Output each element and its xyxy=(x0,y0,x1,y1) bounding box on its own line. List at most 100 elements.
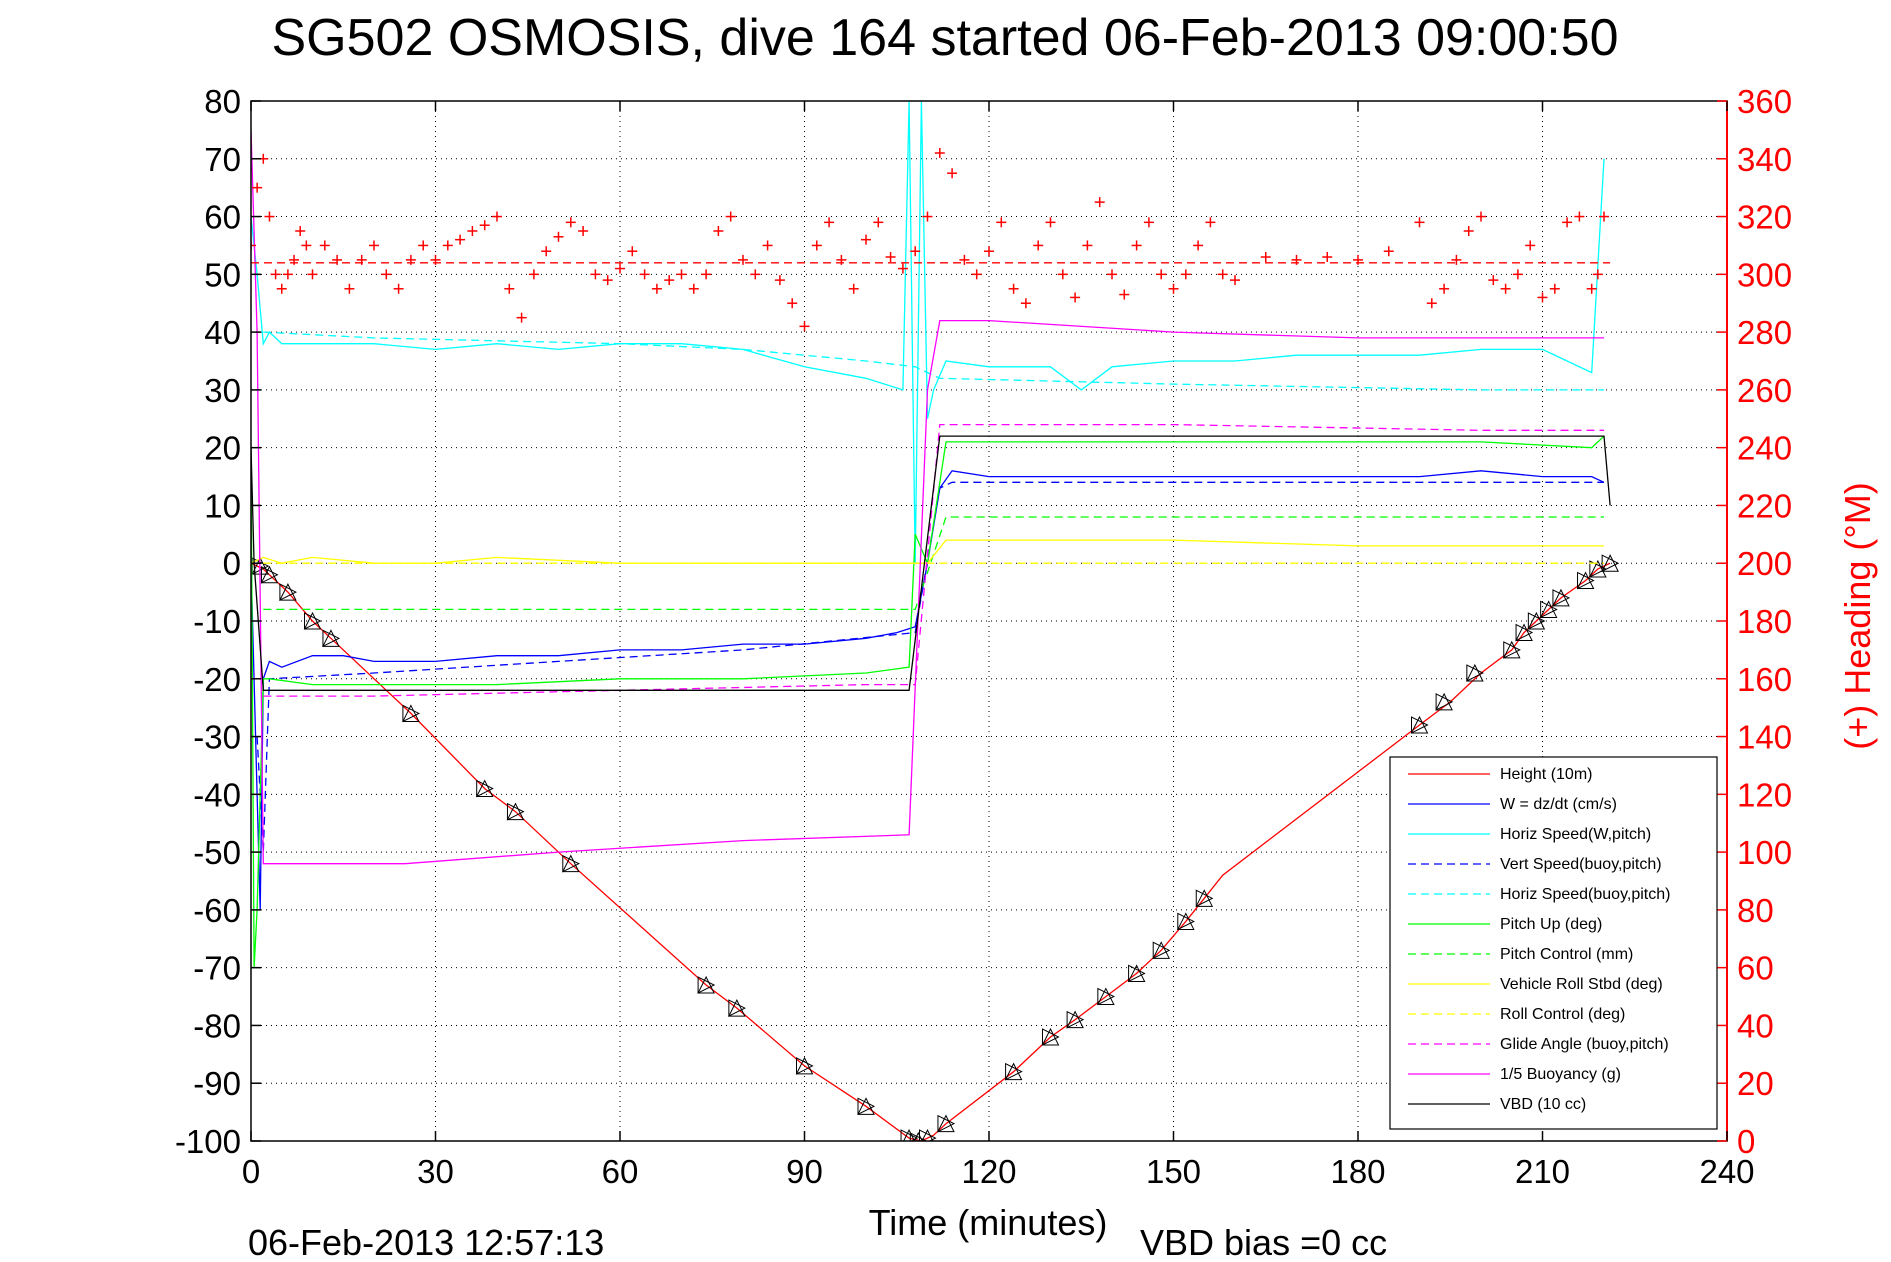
heading-point xyxy=(344,283,355,294)
heading-point xyxy=(590,269,601,280)
heading-point xyxy=(1033,240,1044,251)
heading-point xyxy=(1592,269,1603,280)
y2-tick-label: 120 xyxy=(1737,776,1792,813)
y-tick-label: -60 xyxy=(193,892,241,929)
heading-point xyxy=(1205,217,1216,228)
dive-marker xyxy=(1041,1027,1060,1046)
legend-label: Vert Speed(buoy,pitch) xyxy=(1500,856,1662,873)
heading-point xyxy=(1488,275,1499,286)
heading-point xyxy=(738,254,748,265)
heading-point xyxy=(251,240,256,251)
legend-label: Vehicle Roll Stbd (deg) xyxy=(1500,976,1663,993)
heading-point xyxy=(1537,292,1548,303)
series-line-horiz-speed-buoy-pitch xyxy=(263,331,1604,391)
legend-label: W = dz/dt (cm/s) xyxy=(1500,796,1617,813)
heading-point xyxy=(492,211,502,222)
dive-marker xyxy=(1066,1010,1085,1029)
heading-point xyxy=(516,312,527,323)
heading-point xyxy=(725,211,736,222)
y-tick-label: 60 xyxy=(204,199,241,236)
legend-label: Horiz Speed(W,pitch) xyxy=(1500,826,1651,843)
heading-point xyxy=(934,148,945,158)
heading-point xyxy=(774,275,785,286)
legend-label: Pitch Control (mm) xyxy=(1500,946,1633,963)
heading-point xyxy=(528,269,539,280)
dive-marker xyxy=(1502,640,1521,659)
heading-point xyxy=(688,283,699,294)
heading-point xyxy=(295,226,306,236)
heading-point xyxy=(418,240,429,251)
heading-point xyxy=(301,240,312,251)
dive-marker xyxy=(1539,600,1558,619)
y-tick-label: -80 xyxy=(193,1007,241,1044)
y-tick-label: -90 xyxy=(193,1065,241,1102)
y-tick-label: 50 xyxy=(204,256,241,293)
heading-point xyxy=(971,269,982,280)
series-line-vert-speed-buoy-pitch xyxy=(256,481,1604,853)
dive-marker xyxy=(1152,941,1171,960)
heading-point xyxy=(504,283,515,294)
heading-point xyxy=(639,269,650,280)
dive-marker xyxy=(1466,663,1484,682)
heading-point xyxy=(252,182,263,193)
heading-point xyxy=(959,254,970,265)
heading-point xyxy=(276,283,287,294)
heading-point xyxy=(1463,226,1474,236)
y2-tick-label: 80 xyxy=(1737,892,1774,929)
heading-point xyxy=(1599,211,1609,222)
heading-point xyxy=(762,240,773,251)
dive-marker xyxy=(1410,715,1429,734)
legend-label: Roll Control (deg) xyxy=(1500,1006,1625,1023)
dive-marker xyxy=(1515,623,1534,642)
heading-point xyxy=(1008,283,1019,294)
dive-marker xyxy=(919,1128,937,1141)
heading-point xyxy=(307,269,318,280)
x-tick-label: 240 xyxy=(1699,1153,1754,1190)
heading-point xyxy=(1082,240,1093,251)
heading-point xyxy=(996,217,1007,228)
dive-marker xyxy=(909,1131,928,1141)
dive-marker xyxy=(1004,1062,1023,1081)
heading-point xyxy=(897,263,908,274)
dive-marker xyxy=(1576,571,1595,590)
heading-point xyxy=(332,254,343,265)
dive-marker xyxy=(303,611,322,630)
y-tick-label: 70 xyxy=(204,141,241,178)
y2-tick-label: 260 xyxy=(1737,372,1792,409)
dive-marker xyxy=(1552,588,1571,607)
x-tick-label: 30 xyxy=(417,1153,454,1190)
heading-point xyxy=(947,168,958,179)
heading-point xyxy=(1057,269,1068,280)
y2-tick-label: 100 xyxy=(1737,834,1792,871)
dive-marker xyxy=(1527,611,1546,630)
heading-point xyxy=(922,211,933,222)
axes-ticks: 0 30 60 90 120 150 180 210 24080706050403020100-… xyxy=(175,83,1792,1190)
heading-point xyxy=(1549,283,1560,294)
heading-point xyxy=(651,283,662,294)
heading-point xyxy=(885,252,896,262)
heading-point xyxy=(1525,240,1536,251)
dive-marker xyxy=(1176,912,1195,931)
y2-tick-label: 340 xyxy=(1737,141,1792,178)
dive-marker xyxy=(1127,964,1146,983)
heading-point xyxy=(873,217,884,228)
dive-marker xyxy=(1435,692,1454,711)
heading-point xyxy=(1451,254,1462,265)
heading-point xyxy=(541,246,552,257)
y2-tick-label: 180 xyxy=(1737,603,1792,640)
y2-tick-label: 0 xyxy=(1737,1123,1755,1160)
heading-point xyxy=(1180,269,1191,280)
heading-point xyxy=(1512,269,1523,280)
x-tick-label: 60 xyxy=(602,1153,639,1190)
heading-point xyxy=(553,231,564,242)
heading-point xyxy=(1020,298,1031,309)
heading-point xyxy=(1168,283,1179,294)
heading-point xyxy=(984,246,994,257)
heading-point xyxy=(1119,289,1130,300)
x-tick-label: 180 xyxy=(1330,1153,1385,1190)
heading-point xyxy=(270,269,281,280)
heading-point xyxy=(393,283,404,294)
dive-marker xyxy=(402,704,421,723)
heading-point xyxy=(1193,240,1204,251)
